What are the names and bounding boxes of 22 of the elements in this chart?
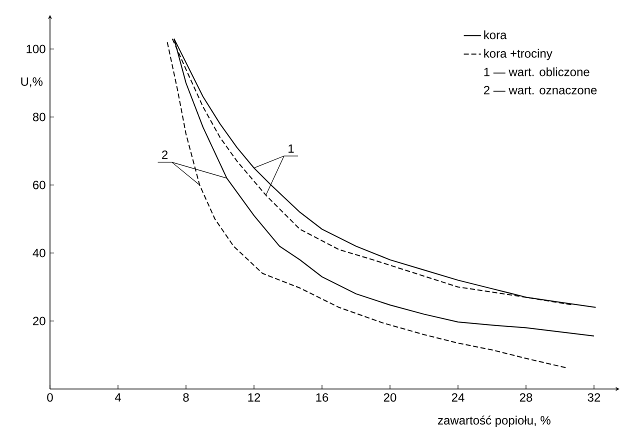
x-tick-label: 16 [316, 393, 328, 402]
y-tick-label: 60 [33, 180, 46, 190]
y-axis-title: U,% [21, 77, 43, 88]
x-tick-label: 0 [47, 393, 53, 402]
annotation: 2 — wart. oznaczone [484, 86, 597, 94]
y-tick-label: 100 [26, 44, 46, 54]
x-axis-title: zawartość popiołu, % [438, 416, 550, 427]
annotation: 1 — wart. obliczone [484, 67, 590, 76]
x-tick-label: 4 [114, 393, 121, 402]
x-tick-label: 20 [384, 393, 396, 402]
legend-label: kora +trociny [484, 48, 552, 60]
x-tick-label: 32 [588, 393, 600, 402]
annotation: 1 [288, 144, 294, 153]
x-tick-label: 24 [452, 393, 464, 402]
annotation: 2 [162, 150, 168, 159]
x-tick-label: 28 [520, 393, 532, 402]
y-tick-label: 80 [32, 112, 46, 122]
y-tick-label: 40 [32, 248, 46, 258]
legend-label: kora [484, 30, 507, 40]
x-tick-label: 12 [248, 393, 260, 402]
x-tick-label: 8 [183, 393, 189, 402]
y-tick-label: 20 [33, 316, 46, 326]
